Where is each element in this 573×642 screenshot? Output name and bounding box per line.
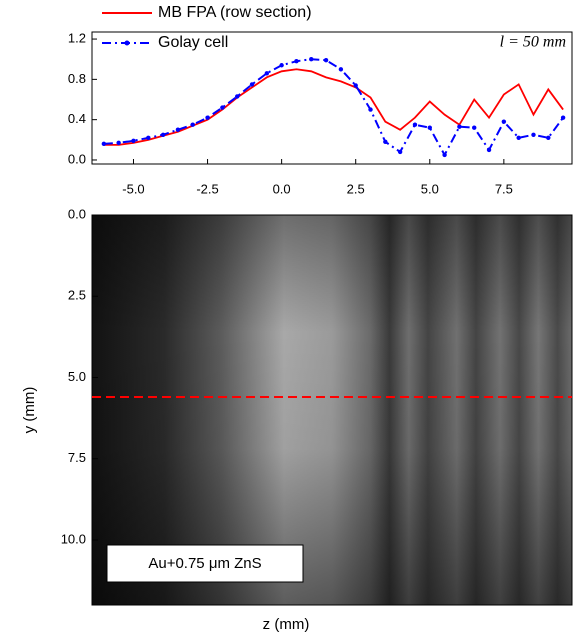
x-tick-label: 2.5 [347, 181, 365, 196]
series-line [103, 68, 564, 146]
series-marker [279, 63, 284, 68]
plot-frame [91, 214, 573, 606]
series-marker [457, 124, 462, 129]
y-tick-label: 0.8 [68, 71, 86, 86]
x-tick-label: -5.0 [122, 181, 144, 196]
y-axis-label: y (mm) [21, 387, 38, 434]
legend-label: Golay cell [158, 34, 228, 51]
series-marker [294, 59, 299, 64]
series-marker [412, 122, 418, 127]
series-line [103, 58, 564, 158]
series-marker [442, 152, 447, 158]
series-marker [220, 105, 225, 110]
series-marker [560, 115, 566, 120]
intensity-shading [92, 215, 572, 605]
series-marker [397, 149, 403, 155]
series-marker [338, 67, 344, 72]
y-tick-label: 0.0 [68, 206, 86, 221]
legend-label: MB FPA (row section) [158, 4, 312, 21]
y-tick-label: 7.5 [68, 450, 86, 465]
x-tick-label: -2.5 [196, 181, 218, 196]
series-marker [131, 138, 136, 144]
legend-marker [124, 40, 130, 46]
plot-frame [91, 31, 573, 165]
series-marker [323, 58, 329, 63]
series-marker [264, 71, 270, 76]
series-marker [472, 125, 477, 130]
series-marker [427, 125, 432, 130]
series-marker [249, 82, 255, 87]
series-marker [546, 135, 551, 141]
line-plot: l = 50 mm 0.0 0.4 0.8 1.2 -5.0 -2.5 0.0 2.5 5.0 7… [68, 4, 573, 221]
y-tick-label: 0.4 [68, 111, 86, 126]
x-tick-label: 7.5 [495, 181, 513, 196]
y-tick-label: 10.0 [61, 531, 86, 546]
y-tick-label: 5.0 [68, 369, 86, 384]
annotation-box [106, 544, 304, 583]
series-marker [353, 83, 358, 88]
series-marker [146, 135, 151, 141]
series-marker [309, 57, 314, 62]
series-marker [190, 122, 195, 127]
series-marker [531, 132, 536, 137]
series-marker [368, 107, 373, 112]
y-tick-label: 0.0 [68, 151, 86, 166]
image-plot: Au+0.75 μm ZnS z (mm) y (mm) 0.0 2.5 5.0 7.… [21, 206, 573, 633]
series-marker [160, 132, 166, 137]
annotation: Au+0.75 μm ZnS [148, 555, 261, 572]
series-marker [175, 127, 181, 132]
x-tick-label: 5.0 [421, 181, 439, 196]
annotation: l = 50 mm [500, 34, 566, 51]
series-marker [205, 115, 210, 120]
series-marker [501, 119, 507, 124]
series-marker [101, 141, 107, 147]
series-marker [486, 147, 492, 153]
y-tick-label: 2.5 [68, 288, 86, 303]
series-marker [116, 140, 121, 146]
series-marker [234, 94, 240, 99]
x-tick-label: 0.0 [273, 181, 291, 196]
series-marker [383, 139, 388, 145]
series-marker [516, 135, 521, 141]
x-axis-label: z (mm) [263, 616, 310, 633]
y-tick-label: 1.2 [68, 30, 86, 45]
